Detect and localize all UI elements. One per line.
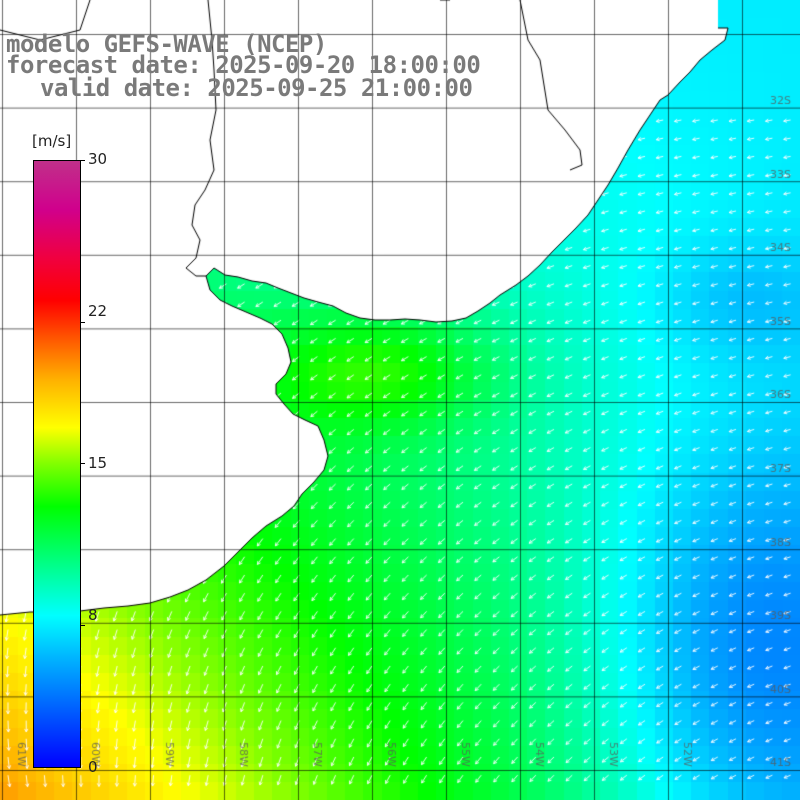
model-title: modelo GEFS-WAVE (NCEP) — [6, 30, 327, 58]
colorbar-tickmark — [80, 160, 85, 161]
colorbar-tickmark — [80, 322, 85, 323]
valid-date: valid date: 2025-09-25 21:00:00 — [40, 74, 473, 102]
colorbar — [33, 160, 81, 768]
colorbar-tickmark — [80, 625, 85, 626]
colorbar-unit: [m/s] — [32, 132, 72, 150]
colorbar-tick-22: 22 — [88, 302, 108, 320]
colorbar-tick-30: 30 — [88, 150, 108, 168]
colorbar-tickmark — [80, 463, 85, 464]
colorbar-tick-15: 15 — [88, 454, 108, 472]
colorbar-tick-8: 8 — [88, 606, 98, 624]
colorbar-tick-0: 0 — [88, 758, 98, 776]
forecast-date: forecast date: 2025-09-20 18:00:00 — [6, 51, 481, 79]
